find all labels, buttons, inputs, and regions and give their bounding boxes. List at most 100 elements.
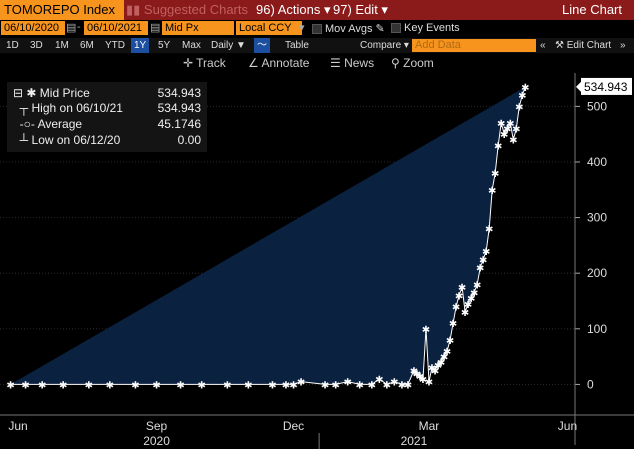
frequency-select[interactable]: Daily ▼ bbox=[211, 40, 246, 51]
chevron-down-icon[interactable]: ▾ bbox=[299, 22, 305, 34]
price-point: ✱ bbox=[383, 380, 391, 391]
mov-avgs-toggle[interactable]: Mov Avgs ✎ bbox=[312, 22, 385, 35]
edit-chart-button[interactable]: ⚒ Edit Chart bbox=[555, 40, 612, 51]
price-point: ✱ bbox=[524, 73, 532, 76]
date-controls: 06/10/2020 ▤ - 06/10/2021 ▤ Mid Px Local… bbox=[0, 21, 634, 37]
function-bar bbox=[124, 0, 634, 20]
price-point: ✱ bbox=[506, 119, 514, 130]
y-tick-label: 0 bbox=[587, 377, 594, 391]
last-value-pointer bbox=[576, 81, 581, 92]
price-point: ✱ bbox=[551, 73, 559, 76]
crosshair-icon: ✛ bbox=[183, 56, 197, 70]
collapse-icon[interactable]: « bbox=[540, 40, 546, 51]
low-icon: ┴ bbox=[13, 133, 32, 147]
chevron-down-icon: ▾ bbox=[320, 2, 331, 17]
price-point: ✱ bbox=[509, 136, 517, 147]
last-value-label: 534.943 bbox=[584, 80, 628, 94]
price-point: ✱ bbox=[321, 380, 329, 391]
chart-tools: ✛ Track ∠ Annotate ☰ News ⚲ Zoom bbox=[0, 54, 634, 72]
average-icon: -○- bbox=[13, 117, 38, 131]
checkbox-icon bbox=[391, 23, 401, 34]
y-tick-label: 200 bbox=[587, 266, 607, 280]
currency-select[interactable]: Local CCY bbox=[236, 21, 302, 35]
y-axis: 0 100 200 300 400 500 bbox=[574, 73, 607, 445]
price-point: ✱ bbox=[518, 91, 526, 102]
table-button[interactable]: Table bbox=[285, 40, 309, 51]
price-point: ✱ bbox=[455, 291, 463, 302]
calendar-icon[interactable]: ▤ bbox=[66, 22, 77, 34]
price-point: ✱ bbox=[449, 319, 457, 330]
price-point: ✱ bbox=[21, 380, 29, 391]
field-select[interactable]: Mid Px bbox=[162, 21, 234, 35]
line-chart-icon[interactable]: 〜 bbox=[254, 38, 270, 53]
actions-menu[interactable]: 96) Actions ▾ bbox=[256, 2, 331, 17]
price-point: ✱ bbox=[485, 225, 493, 236]
price-point: ✱ bbox=[467, 294, 475, 305]
legend-low-value: 0.00 bbox=[177, 133, 201, 147]
price-point: ✱ bbox=[521, 83, 529, 94]
period-bar: 1D 3D 1M 6M YTD 1Y 5Y Max Daily ▼ 〜 Tabl… bbox=[0, 38, 634, 53]
pencil-icon: ✎ bbox=[372, 23, 385, 35]
price-point: ✱ bbox=[244, 380, 252, 391]
add-data-input[interactable]: Add Data bbox=[412, 39, 536, 52]
x-tick-label: Jun bbox=[558, 419, 577, 433]
magnifier-icon: ⚲ bbox=[391, 56, 404, 70]
period-ytd[interactable]: YTD bbox=[105, 40, 125, 51]
wrench-icon: ⚒ bbox=[555, 40, 567, 51]
price-point: ✱ bbox=[488, 186, 496, 197]
price-point: ✱ bbox=[282, 380, 290, 391]
year-label: 2021 bbox=[401, 434, 428, 448]
zoom-button[interactable]: ⚲ Zoom bbox=[391, 56, 434, 70]
key-events-toggle[interactable]: Key Events bbox=[391, 22, 460, 34]
price-point: ✱ bbox=[542, 73, 550, 76]
legend-low: ┴ Low on 06/12/20 bbox=[13, 133, 121, 147]
y-tick-label: 400 bbox=[587, 155, 607, 169]
price-point: ✱ bbox=[473, 280, 481, 291]
price-point: ✱ bbox=[536, 73, 544, 76]
news-icon: ☰ bbox=[330, 56, 345, 70]
start-date-field[interactable]: 06/10/2020 bbox=[1, 21, 65, 35]
ticker-label[interactable]: TOMOREPO Index bbox=[0, 0, 132, 20]
price-point: ✱ bbox=[198, 380, 206, 391]
price-chart[interactable]: ✱ ✱ ✱ ✱ ✱ ✱ ✱ ✱ ✱ ✱ ✱ ✱ ✱ ✱ ✱ ✱ ✱ ✱ ✱ ✱ ✱✱✱ ✱ ✱✱✱✱✱✱✱✱✱✱✱✱✱✱✱✱… bbox=[0, 73, 634, 449]
price-point: ✱ bbox=[390, 378, 398, 389]
price-point: ✱ bbox=[413, 369, 421, 380]
legend-mid-price: ⊟ ✱ Mid Price bbox=[13, 86, 90, 100]
edit-number-icon: 97) bbox=[333, 2, 356, 17]
y-tick-label: 300 bbox=[587, 211, 607, 225]
price-point: ✱ bbox=[527, 73, 535, 76]
price-point: ✱ bbox=[398, 380, 406, 391]
suggested-charts-button[interactable]: ▮▮ Suggested Charts bbox=[126, 2, 248, 17]
price-point: ✱ bbox=[443, 347, 451, 358]
news-button[interactable]: ☰ News bbox=[330, 56, 375, 70]
end-date-field[interactable]: 06/10/2021 bbox=[84, 21, 148, 35]
price-point: ✱ bbox=[416, 372, 424, 383]
price-area bbox=[10, 86, 526, 385]
annotate-button[interactable]: ∠ Annotate bbox=[248, 56, 310, 70]
compare-button[interactable]: Compare ▾ bbox=[360, 40, 409, 51]
x-tick-label: Mar bbox=[419, 419, 440, 433]
period-1m[interactable]: 1M bbox=[55, 40, 69, 51]
price-point: ✱ bbox=[530, 73, 538, 76]
price-point: ✱ bbox=[368, 380, 376, 391]
price-point: ✱ bbox=[515, 102, 523, 113]
price-point: ✱ bbox=[38, 380, 46, 391]
expand-icon[interactable]: » bbox=[620, 40, 626, 51]
period-1d[interactable]: 1D bbox=[6, 40, 19, 51]
x-tick-label: Sep bbox=[146, 419, 168, 433]
asterisk-icon: ⊟ ✱ bbox=[13, 86, 40, 100]
price-point: ✱ bbox=[446, 336, 454, 347]
period-1y[interactable]: 1Y bbox=[131, 38, 150, 53]
price-point: ✱ bbox=[491, 169, 499, 180]
price-point: ✱ bbox=[470, 289, 478, 300]
price-point: ✱ bbox=[548, 73, 556, 76]
period-max[interactable]: Max bbox=[182, 40, 201, 51]
period-3d[interactable]: 3D bbox=[30, 40, 43, 51]
price-point: ✱ bbox=[419, 375, 427, 386]
period-6m[interactable]: 6M bbox=[80, 40, 94, 51]
period-5y[interactable]: 5Y bbox=[158, 40, 171, 51]
edit-menu[interactable]: 97) Edit ▾ bbox=[333, 2, 388, 17]
calendar-icon[interactable]: ▤ bbox=[150, 22, 161, 34]
price-point: ✱ bbox=[431, 367, 439, 378]
track-button[interactable]: ✛ Track bbox=[183, 56, 226, 70]
